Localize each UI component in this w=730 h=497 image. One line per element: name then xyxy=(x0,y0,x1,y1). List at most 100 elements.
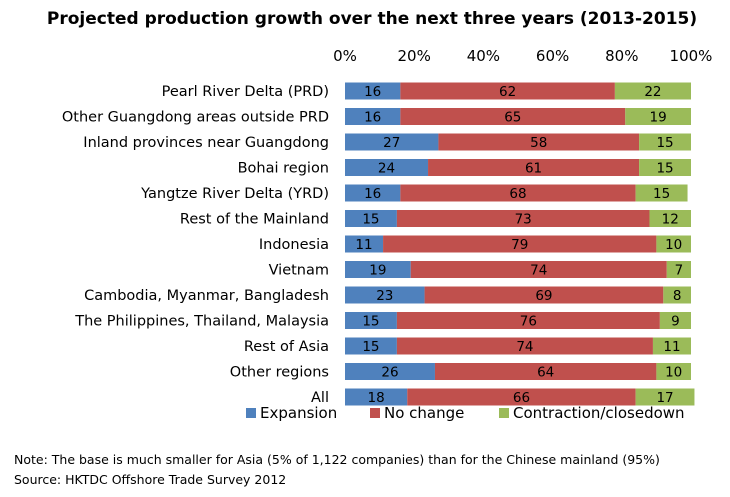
bar-segment-no-change xyxy=(438,133,640,151)
data-label: 12 xyxy=(662,212,679,228)
bar-segment-no-change xyxy=(400,82,615,100)
bar-segment-contraction-closedown xyxy=(656,363,691,380)
bar-segment-no-change xyxy=(428,159,640,176)
data-label: 19 xyxy=(650,110,667,126)
bar-segment-expansion xyxy=(345,261,411,278)
x-tick-label: 40% xyxy=(467,47,500,65)
data-label: 15 xyxy=(362,339,379,355)
category-label: Indonesia xyxy=(259,237,329,253)
data-label: 15 xyxy=(656,135,673,151)
data-label: 58 xyxy=(530,135,547,151)
data-label: 16 xyxy=(364,110,381,126)
bar-segment-contraction-closedown xyxy=(659,312,691,329)
x-tick-label: 60% xyxy=(536,47,569,65)
bar-segment-expansion xyxy=(345,286,425,304)
data-label: 62 xyxy=(499,84,516,100)
data-label: 64 xyxy=(537,365,554,381)
data-label: 24 xyxy=(378,161,395,177)
data-label: 74 xyxy=(530,263,547,279)
data-label: 26 xyxy=(381,365,398,381)
bar-segment-expansion xyxy=(345,388,408,406)
data-label: 66 xyxy=(513,390,530,406)
category-label: Rest of Asia xyxy=(244,339,329,355)
category-label: Inland provinces near Guangdong xyxy=(83,135,329,151)
bar-segment-expansion xyxy=(345,337,397,355)
data-label: 9 xyxy=(671,314,680,330)
bar-segment-expansion xyxy=(345,312,397,329)
data-label: 74 xyxy=(516,339,533,355)
bar-segment-no-change xyxy=(396,312,660,329)
data-label: 19 xyxy=(369,263,386,279)
data-label: 15 xyxy=(362,314,379,330)
legend: Expansion No change Contraction/closedown xyxy=(246,404,685,422)
bar-segment-contraction-closedown xyxy=(635,388,695,406)
data-label: 61 xyxy=(525,161,542,177)
bar-segment-expansion xyxy=(345,235,384,253)
x-tick-label: 80% xyxy=(605,47,638,65)
bar-segment-no-change xyxy=(396,337,653,355)
bar-segment-contraction-closedown xyxy=(639,159,691,176)
x-tick-label: 100% xyxy=(670,47,713,65)
bar-segment-contraction-closedown xyxy=(625,108,691,125)
category-label: Vietnam xyxy=(269,263,329,279)
data-label: 15 xyxy=(362,212,379,228)
category-label: Cambodia, Myanmar, Bangladesh xyxy=(84,288,329,304)
x-tick-label: 0% xyxy=(333,47,357,65)
bar-segment-expansion xyxy=(345,159,429,176)
legend-swatch xyxy=(370,408,380,418)
bar-segment-no-change xyxy=(434,363,657,380)
data-label: 15 xyxy=(656,161,673,177)
category-label: Yangtze River Delta (YRD) xyxy=(140,186,329,202)
data-label: 15 xyxy=(653,186,670,202)
bar-segment-expansion xyxy=(345,363,435,380)
data-label: 76 xyxy=(520,314,537,330)
bar-segment-contraction-closedown xyxy=(666,261,691,278)
bar-segment-expansion xyxy=(345,184,401,202)
category-label: Pearl River Delta (PRD) xyxy=(162,84,329,100)
category-label: Rest of the Mainland xyxy=(180,212,329,228)
bar-segment-contraction-closedown xyxy=(656,235,691,253)
chart-source: Source: HKTDC Offshore Trade Survey 2012 xyxy=(14,472,287,487)
bar-segment-contraction-closedown xyxy=(649,210,691,227)
category-label: Other regions xyxy=(230,365,329,381)
bar-segment-contraction-closedown xyxy=(663,286,691,304)
category-label: All xyxy=(311,390,329,406)
data-label: 23 xyxy=(376,288,393,304)
data-label: 27 xyxy=(383,135,400,151)
bar-segment-contraction-closedown xyxy=(614,82,691,100)
legend-swatch xyxy=(246,408,256,418)
category-label: Other Guangdong areas outside PRD xyxy=(62,110,329,126)
chart-title: Projected production growth over the nex… xyxy=(47,9,697,29)
bar-segment-no-change xyxy=(410,261,667,278)
category-labels: Pearl River Delta (PRD) Other Guangdong a… xyxy=(62,84,329,406)
data-label: 79 xyxy=(511,237,528,253)
data-label: 69 xyxy=(535,288,552,304)
data-label: 22 xyxy=(644,84,661,100)
chart-note: Note: The base is much smaller for Asia … xyxy=(14,452,660,467)
legend-entry: Contraction/closedown xyxy=(513,404,685,422)
bar-segment-contraction-closedown xyxy=(639,133,691,151)
data-label: 7 xyxy=(675,263,684,279)
data-label: 18 xyxy=(368,390,385,406)
bar-segment-contraction-closedown xyxy=(635,184,688,202)
bar-segment-expansion xyxy=(345,108,401,125)
bar-segment-expansion xyxy=(345,82,401,100)
data-label: 8 xyxy=(673,288,682,304)
data-label: 10 xyxy=(665,237,682,253)
bar-segment-no-change xyxy=(400,184,636,202)
bar-segment-expansion xyxy=(345,210,397,227)
data-label: 73 xyxy=(515,212,532,228)
data-label: 11 xyxy=(355,237,372,253)
legend-entry: No change xyxy=(384,404,464,422)
bar-segment-no-change xyxy=(400,108,626,125)
bar-segment-no-change xyxy=(383,235,657,253)
data-label: 10 xyxy=(665,365,682,381)
data-label: 65 xyxy=(504,110,521,126)
legend-entry: Expansion xyxy=(260,404,337,422)
x-tick-label: 20% xyxy=(398,47,431,65)
legend-swatch xyxy=(499,408,509,418)
bar-segment-contraction-closedown xyxy=(652,337,691,355)
category-label: Bohai region xyxy=(238,161,329,177)
